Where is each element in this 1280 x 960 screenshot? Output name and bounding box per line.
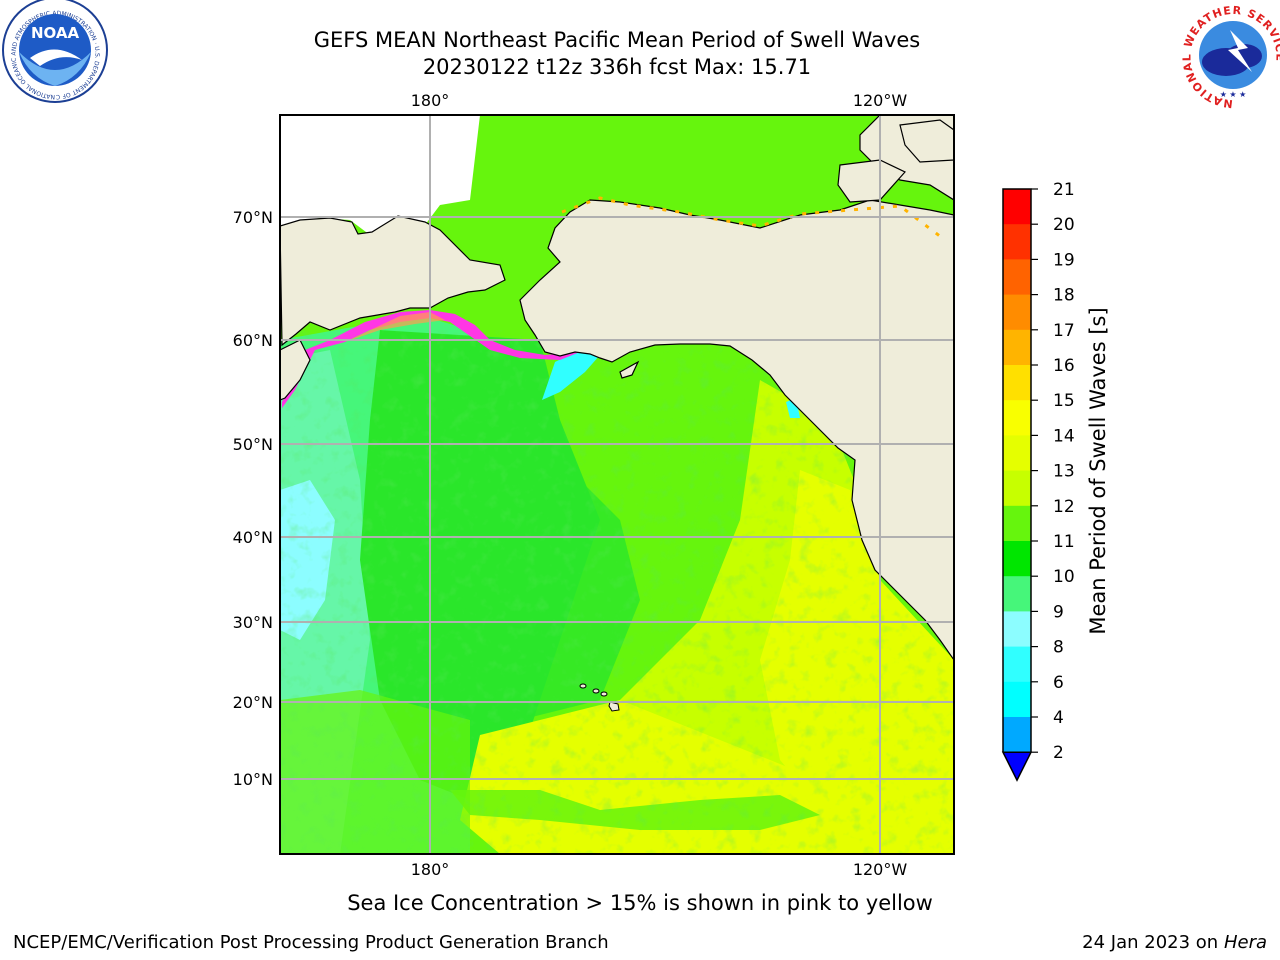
colorbar-label: Mean Period of Swell Waves [s] [1086, 307, 1110, 634]
colorbar-tick-label: 14 [1053, 426, 1075, 446]
lat-label-60n: 60°N [233, 331, 273, 350]
lon-label-top-120w: 120°W [853, 91, 908, 110]
nws-logo: NATIONAL WEATHER SERVICE ★ ★ ★ [1180, 4, 1280, 110]
noaa-logo-text: NOAA [31, 24, 80, 42]
colorbar-tick-label: 17 [1053, 321, 1075, 341]
colorbar: 21 20 19 18 17 16 15 14 13 12 11 10 9 8 6 4 2 [1001, 180, 1075, 782]
colorbar-tick-label: 10 [1053, 567, 1075, 587]
lat-label-20n: 20°N [233, 693, 273, 712]
colorbar-segment [1003, 611, 1031, 648]
colorbar-tick-label: 12 [1053, 497, 1075, 517]
lat-label-30n: 30°N [233, 613, 273, 632]
colorbar-segment [1003, 646, 1031, 683]
colorbar-segment [1003, 541, 1031, 577]
colorbar-tick-label: 4 [1053, 708, 1064, 728]
colorbar-tick-label: 8 [1053, 638, 1064, 658]
colorbar-segment [1003, 435, 1031, 472]
colorbar-tick-label: 21 [1053, 180, 1075, 200]
colorbar-tick-label: 13 [1053, 462, 1075, 482]
colorbar-segment [1003, 365, 1031, 401]
colorbar-segment [1003, 470, 1031, 507]
graticule [280, 115, 954, 854]
colorbar-segment [1003, 717, 1031, 753]
sea-ice-orange [345, 312, 445, 342]
colorbar-tick-label: 20 [1053, 215, 1075, 235]
colorbar-segment [1003, 505, 1031, 542]
lat-label-40n: 40°N [233, 528, 273, 547]
colorbar-tick-label: 19 [1053, 250, 1075, 270]
sea-ice-note: Sea Ice Concentration > 15% is shown in … [347, 891, 933, 915]
colorbar-segment [1003, 681, 1031, 718]
colorbar-segment [1003, 400, 1031, 436]
land-victoria-island [899, 119, 954, 163]
colorbar-tick-label: 16 [1053, 356, 1075, 376]
sea-ice-pink [282, 310, 580, 408]
colorbar-segment [1003, 259, 1031, 296]
lat-label-70n: 70°N [233, 208, 273, 227]
land-alaska-canada [519, 199, 954, 662]
colorbar-tick-label: 11 [1053, 532, 1075, 552]
noaa-logo: NATIONAL OCEANIC AND ATMOSPHERIC ADMINIS… [0, 0, 108, 103]
lon-label-bottom-180: 180° [411, 860, 450, 879]
svg-text:★ ★ ★: ★ ★ ★ [1220, 90, 1247, 99]
footer-host: Hera [1223, 932, 1267, 953]
footer-right-date: 24 Jan 2023 on Hera [1082, 932, 1267, 953]
land-kodiak [619, 360, 640, 379]
lat-labels: 70°N 60°N 50°N 40°N 30°N 20°N 10°N [233, 208, 273, 789]
lon-label-top-180: 180° [411, 91, 450, 110]
colorbar-tick-label: 2 [1053, 743, 1064, 763]
colorbar-tick-label: 15 [1053, 391, 1075, 411]
hawaii-islands [579, 683, 620, 712]
colorbar-segment [1003, 294, 1031, 331]
colorbar-extend-arrow [1001, 751, 1033, 782]
map-title-line1: GEFS MEAN Northeast Pacific Mean Period … [313, 28, 921, 52]
colorbar-tick-label: 6 [1053, 673, 1064, 693]
map-frame [279, 114, 955, 855]
colorbar-tick-label: 9 [1053, 602, 1064, 622]
colorbar-segment [1003, 224, 1031, 260]
lon-label-bottom-120w: 120°W [853, 860, 908, 879]
colorbar-segment [1003, 189, 1031, 225]
footer-left-credit: NCEP/EMC/Verification Post Processing Pr… [13, 932, 609, 953]
lat-label-50n: 50°N [233, 435, 273, 454]
cyan-patch [542, 352, 600, 400]
colorbar-segment [1003, 576, 1031, 612]
map-title-line2: 20230122 t12z 336h fcst Max: 15.71 [422, 55, 812, 79]
lat-label-10n: 10°N [233, 770, 273, 789]
footer-date-text: 24 Jan 2023 on [1082, 932, 1224, 953]
land-chukotka [280, 215, 506, 347]
colorbar-tick-label: 18 [1053, 286, 1075, 306]
colorbar-segment [1003, 329, 1031, 366]
map-area [280, 115, 954, 854]
